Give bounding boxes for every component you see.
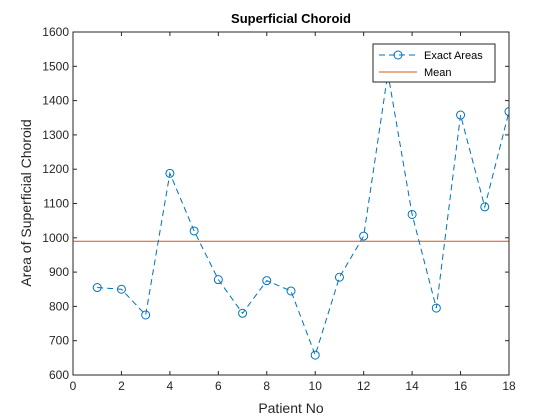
legend-exact-areas-marker-icon [393, 50, 403, 60]
exact-areas-point [359, 231, 369, 241]
y-tick-label: 1100 [43, 197, 69, 211]
y-tick-label: 1400 [42, 94, 69, 108]
x-axis: 0 2 4 6 8 10 12 14 16 18 [70, 32, 516, 393]
exact-areas-point [262, 276, 272, 286]
y-tick-label: 1200 [42, 162, 69, 176]
x-tick-label: 16 [454, 379, 468, 393]
exact-areas-point [189, 226, 199, 236]
exact-areas-point [286, 286, 296, 296]
exact-areas-point [407, 209, 417, 219]
exact-areas-point [310, 350, 320, 360]
exact-areas-point [238, 308, 248, 318]
y-axis: 600 700 800 900 1000 1100 1200 1300 1400 1500 1600 [42, 25, 509, 382]
y-tick-label: 1600 [42, 25, 69, 39]
exact-areas-point [92, 283, 102, 293]
legend-box [372, 43, 496, 83]
x-tick-label: 6 [215, 379, 222, 393]
exact-areas-point [165, 168, 175, 178]
exact-areas-line [97, 73, 509, 357]
exact-areas-point [456, 110, 466, 120]
x-tick-label: 14 [405, 379, 419, 393]
exact-areas-point [504, 107, 509, 117]
legend-label-exact-areas: Exact Areas [424, 50, 483, 62]
series-layer [73, 68, 509, 360]
y-tick-label: 1000 [42, 231, 69, 245]
y-tick-label: 1300 [42, 128, 69, 142]
x-tick-label: 18 [502, 379, 516, 393]
exact-areas-point [431, 303, 441, 313]
legend: Exact Areas Mean [372, 43, 496, 83]
y-tick-label: 1500 [42, 59, 69, 73]
legend-label-mean: Mean [424, 67, 452, 79]
chart-title: Superficial Choroid [231, 11, 351, 26]
exact-areas-point [213, 275, 223, 285]
y-tick-label: 600 [49, 368, 69, 382]
x-tick-label: 4 [167, 379, 174, 393]
x-tick-label: 12 [357, 379, 371, 393]
x-tick-label: 8 [263, 379, 270, 393]
x-tick-label: 10 [309, 379, 323, 393]
exact-areas-point [480, 202, 490, 212]
exact-areas-point [141, 310, 151, 320]
y-tick-label: 700 [49, 334, 69, 348]
x-tick-label: 0 [70, 379, 77, 393]
x-tick-label: 2 [118, 379, 125, 393]
exact-areas-point [116, 284, 126, 294]
y-tick-label: 800 [49, 299, 69, 313]
exact-areas-point [334, 272, 344, 282]
y-axis-label: Area of Superficial Choroid [18, 119, 34, 286]
x-axis-label: Patient No [258, 400, 324, 416]
y-tick-label: 900 [49, 265, 69, 279]
